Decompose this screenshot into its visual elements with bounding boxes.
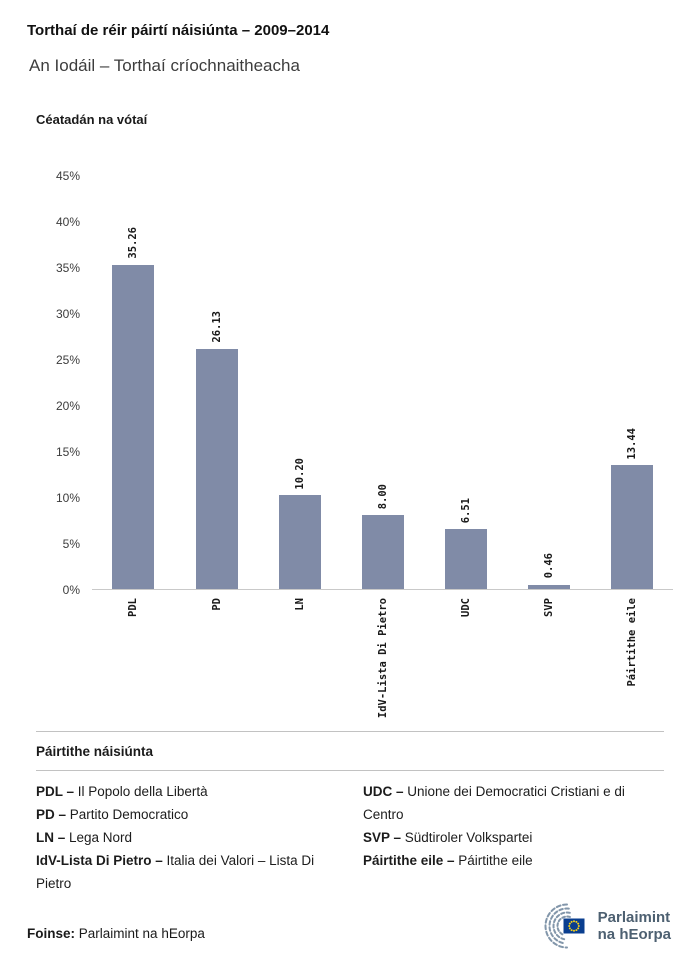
bar-value-label: 8.00 xyxy=(376,484,389,510)
page-title: Torthaí de réir páirtí náisiúnta – 2009–… xyxy=(27,22,330,39)
bar-value-label: 35.26 xyxy=(127,227,140,259)
source-note: Foinse: Parlaimint na hEorpa xyxy=(27,926,205,941)
x-axis-label: PD xyxy=(210,598,223,611)
legend-name: Südtiroler Volkspartei xyxy=(404,830,533,845)
bar-value-label: 10.20 xyxy=(293,457,306,490)
bar-value-label: 26.13 xyxy=(210,311,223,343)
bar-value-label: 0.46 xyxy=(542,553,555,579)
legend-name: Lega Nord xyxy=(69,830,133,845)
legend-abbr: LN – xyxy=(36,830,70,845)
legend-abbr: Páirtithe eile – xyxy=(363,853,459,868)
x-axis-label: Páirtithe eile xyxy=(625,598,638,687)
eu-flag-icon xyxy=(563,918,585,934)
ep-logo-line2: na hEorpa xyxy=(597,926,671,943)
bar-chart: 35.26 PDL 26.13 PD 10.20 LN 8.00 IdV-Lista Di P… xyxy=(36,169,673,718)
bar xyxy=(112,264,155,589)
plot-area: 35.26 PDL 26.13 PD 10.20 LN 8.00 IdV-Lista Di P… xyxy=(92,175,673,718)
legend-name: Italia dei Valori – Lista Di Pietro xyxy=(36,853,315,891)
legend-columns: PDL – Il Popolo della Libertà PD – Partit… xyxy=(36,771,664,895)
legend-entry: Páirtithe eile – Páirtithe eile xyxy=(363,849,664,872)
legend-abbr: IdV-Lista Di Pietro – xyxy=(36,853,167,868)
ep-hemicycle-flag-icon xyxy=(544,903,585,949)
ep-logo-line1: Parlaimint xyxy=(597,909,671,926)
bar-value-label: 13.44 xyxy=(625,427,638,460)
y-axis-tick: 20% xyxy=(55,399,80,413)
european-parliament-logo: Parlaimint na hEorpa xyxy=(533,901,671,951)
y-axis-tick: 15% xyxy=(55,445,80,459)
eu-flag-stars xyxy=(567,920,580,932)
legend-entry: IdV-Lista Di Pietro – Italia dei Valori … xyxy=(36,849,363,895)
y-axis-tick: 40% xyxy=(55,215,80,229)
legend-entry: SVP – Südtiroler Volkspartei xyxy=(363,826,664,849)
x-axis-label: SVP xyxy=(542,598,555,617)
x-axis-label: LN xyxy=(293,598,306,611)
x-axis-label: PDL xyxy=(127,598,140,617)
x-axis-label: UDC xyxy=(459,598,472,617)
legend-entry: PDL – Il Popolo della Libertà xyxy=(36,780,363,803)
bar xyxy=(610,465,653,589)
legend-abbr: SVP – xyxy=(363,830,405,845)
legend-abbr: PD – xyxy=(36,807,70,822)
legend-entry: PD – Partito Democratico xyxy=(36,803,363,826)
legend-mid-rule xyxy=(36,770,664,771)
source-label: Foinse: xyxy=(27,926,76,941)
chart-axis-title: Céatadán na vótaí xyxy=(36,112,148,127)
bar xyxy=(444,529,487,589)
y-axis-tick: 0% xyxy=(62,583,80,597)
footer: Foinse: Parlaimint na hEorpa xyxy=(27,901,673,951)
y-axis-tick: 25% xyxy=(55,353,80,367)
legend-name: Partito Democratico xyxy=(69,807,189,822)
legend-entry: UDC – Unione dei Democratici Cristiani e… xyxy=(363,780,664,826)
y-axis-tick: 30% xyxy=(55,307,80,321)
y-axis-tick: 35% xyxy=(55,261,80,275)
y-axis-tick: 5% xyxy=(62,537,80,551)
legend-name: Páirtithe eile xyxy=(458,853,533,868)
bar xyxy=(361,515,404,589)
page-subtitle: An Iodáil – Torthaí críochnaitheacha xyxy=(29,56,300,75)
bar xyxy=(278,495,321,589)
legend-column: UDC – Unione dei Democratici Cristiani e… xyxy=(363,780,664,895)
y-axis-tick: 10% xyxy=(55,491,80,505)
y-axis-tick: 45% xyxy=(55,169,80,183)
legend-section: Páirtithe náisiúnta PDL – Il Popolo dell… xyxy=(36,731,664,895)
source-value: Parlaimint na hEorpa xyxy=(78,926,205,941)
legend-entry: LN – Lega Nord xyxy=(36,826,363,849)
legend-name: Il Popolo della Libertà xyxy=(77,784,208,799)
x-axis-label: IdV-Lista Di Pietro xyxy=(376,598,389,719)
bar-value-label: 6.51 xyxy=(459,497,472,524)
legend-abbr: PDL – xyxy=(36,784,78,799)
legend-column: PDL – Il Popolo della Libertà PD – Partit… xyxy=(36,780,363,895)
ep-logo-wordmark: Parlaimint na hEorpa xyxy=(598,909,671,943)
bar xyxy=(195,348,238,589)
legend-abbr: UDC – xyxy=(363,784,408,799)
legend-top-rule xyxy=(36,731,664,732)
legend-name: Unione dei Democratici Cristiani e di Ce… xyxy=(363,784,625,822)
legend-heading: Páirtithe náisiúnta xyxy=(36,744,154,759)
bar xyxy=(527,584,570,589)
